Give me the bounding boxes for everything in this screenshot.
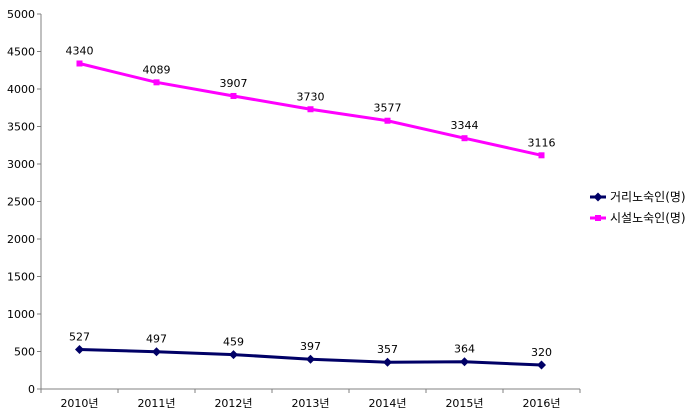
x-tick-label: 2014년 — [368, 397, 406, 410]
data-label: 364 — [454, 343, 475, 356]
data-label: 459 — [223, 336, 244, 349]
legend-marker — [595, 215, 601, 221]
data-label: 3344 — [451, 119, 479, 132]
y-tick-label: 1000 — [7, 308, 35, 321]
x-tick-label: 2010년 — [60, 397, 98, 410]
y-tick-label: 500 — [14, 346, 35, 359]
data-labels: 527 497 459 397 357 364 320 4340 4089 3907 3730 357… — [66, 45, 556, 360]
data-label: 3116 — [528, 136, 556, 149]
x-tick-label: 2016년 — [522, 397, 560, 410]
data-label: 397 — [300, 340, 321, 353]
x-tick-label: 2011년 — [137, 397, 175, 410]
legend: 거리노숙인(명) 시설노숙인(명) — [590, 190, 686, 225]
data-label: 3730 — [297, 90, 325, 103]
data-label: 3577 — [374, 102, 402, 115]
data-point — [460, 357, 469, 367]
x-tick-label: 2013년 — [291, 397, 329, 410]
data-label: 527 — [69, 330, 90, 343]
data-label: 320 — [531, 346, 552, 359]
data-point — [76, 60, 83, 67]
data-label: 4340 — [66, 45, 94, 58]
axes: 0 500 1000 1500 2000 2500 3000 3500 4000 4500 5000… — [7, 8, 581, 410]
x-tick-label: 2015년 — [445, 397, 483, 410]
data-label: 3907 — [220, 77, 248, 90]
y-tick-label: 2000 — [7, 233, 35, 246]
data-label: 357 — [377, 343, 398, 356]
data-point — [537, 360, 546, 370]
data-point — [384, 117, 391, 124]
data-label: 497 — [146, 333, 167, 346]
data-point — [152, 347, 161, 357]
data-point — [229, 350, 238, 360]
x-tick-label: 2012년 — [214, 397, 252, 410]
series-group — [75, 60, 546, 370]
data-point — [307, 106, 314, 113]
legend-label: 시설노숙인(명) — [610, 211, 686, 225]
legend-label: 거리노숙인(명) — [610, 190, 686, 204]
y-tick-label: 2500 — [7, 196, 35, 209]
legend-marker — [593, 192, 603, 202]
y-tick-label: 4500 — [7, 46, 35, 59]
data-point — [383, 357, 392, 367]
y-tick-label: 0 — [28, 383, 35, 396]
y-tick-label: 4000 — [7, 83, 35, 96]
data-point — [75, 344, 84, 354]
data-point — [306, 354, 315, 364]
data-point — [153, 79, 160, 86]
y-tick-label: 1500 — [7, 271, 35, 284]
y-tick-label: 5000 — [7, 8, 35, 21]
data-point — [461, 135, 468, 142]
data-point — [538, 152, 545, 159]
y-tick-label: 3500 — [7, 121, 35, 134]
y-tick-label: 3000 — [7, 158, 35, 171]
data-label: 4089 — [143, 63, 171, 76]
data-point — [230, 92, 237, 99]
